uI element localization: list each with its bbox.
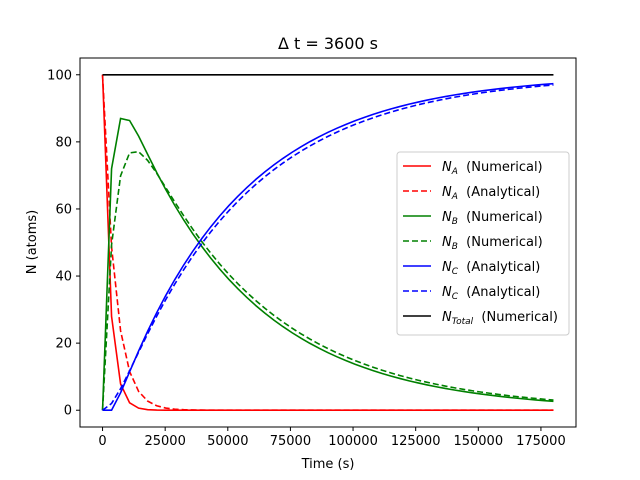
y-axis: 0 20 40 60 80 100 — [47, 68, 80, 418]
x-tick-label: 50000 — [207, 434, 248, 449]
x-tick-label: 25000 — [144, 434, 185, 449]
legend: NA (Numerical)NA (Analytical)NB (Numeric… — [397, 152, 569, 335]
x-tick-label: 100000 — [328, 434, 378, 449]
x-tick-label: 125000 — [391, 434, 441, 449]
legend-label-nb-ana: NB (Numerical) — [442, 235, 543, 252]
x-axis: 0 25000 50000 75000 100000 125000 150000 175000 — [98, 427, 565, 449]
chart-title: Δ t = 3600 s — [278, 34, 378, 53]
y-tick-label: 100 — [47, 68, 72, 83]
x-axis-label: Time (s) — [301, 457, 355, 472]
legend-label-na-num: NA (Numerical) — [442, 160, 543, 177]
y-tick-label: 60 — [55, 202, 72, 217]
y-axis-label: N (atoms) — [25, 210, 40, 274]
y-tick-label: 20 — [55, 337, 72, 352]
x-tick-label: 150000 — [453, 434, 503, 449]
y-tick-label: 0 — [64, 404, 72, 419]
x-tick-label: 75000 — [270, 434, 311, 449]
x-tick-label: 175000 — [516, 434, 566, 449]
legend-label-nb-num: NB (Numerical) — [442, 210, 543, 227]
y-tick-label: 40 — [55, 270, 72, 285]
y-tick-label: 80 — [55, 135, 72, 150]
x-tick-label: 0 — [98, 434, 106, 449]
